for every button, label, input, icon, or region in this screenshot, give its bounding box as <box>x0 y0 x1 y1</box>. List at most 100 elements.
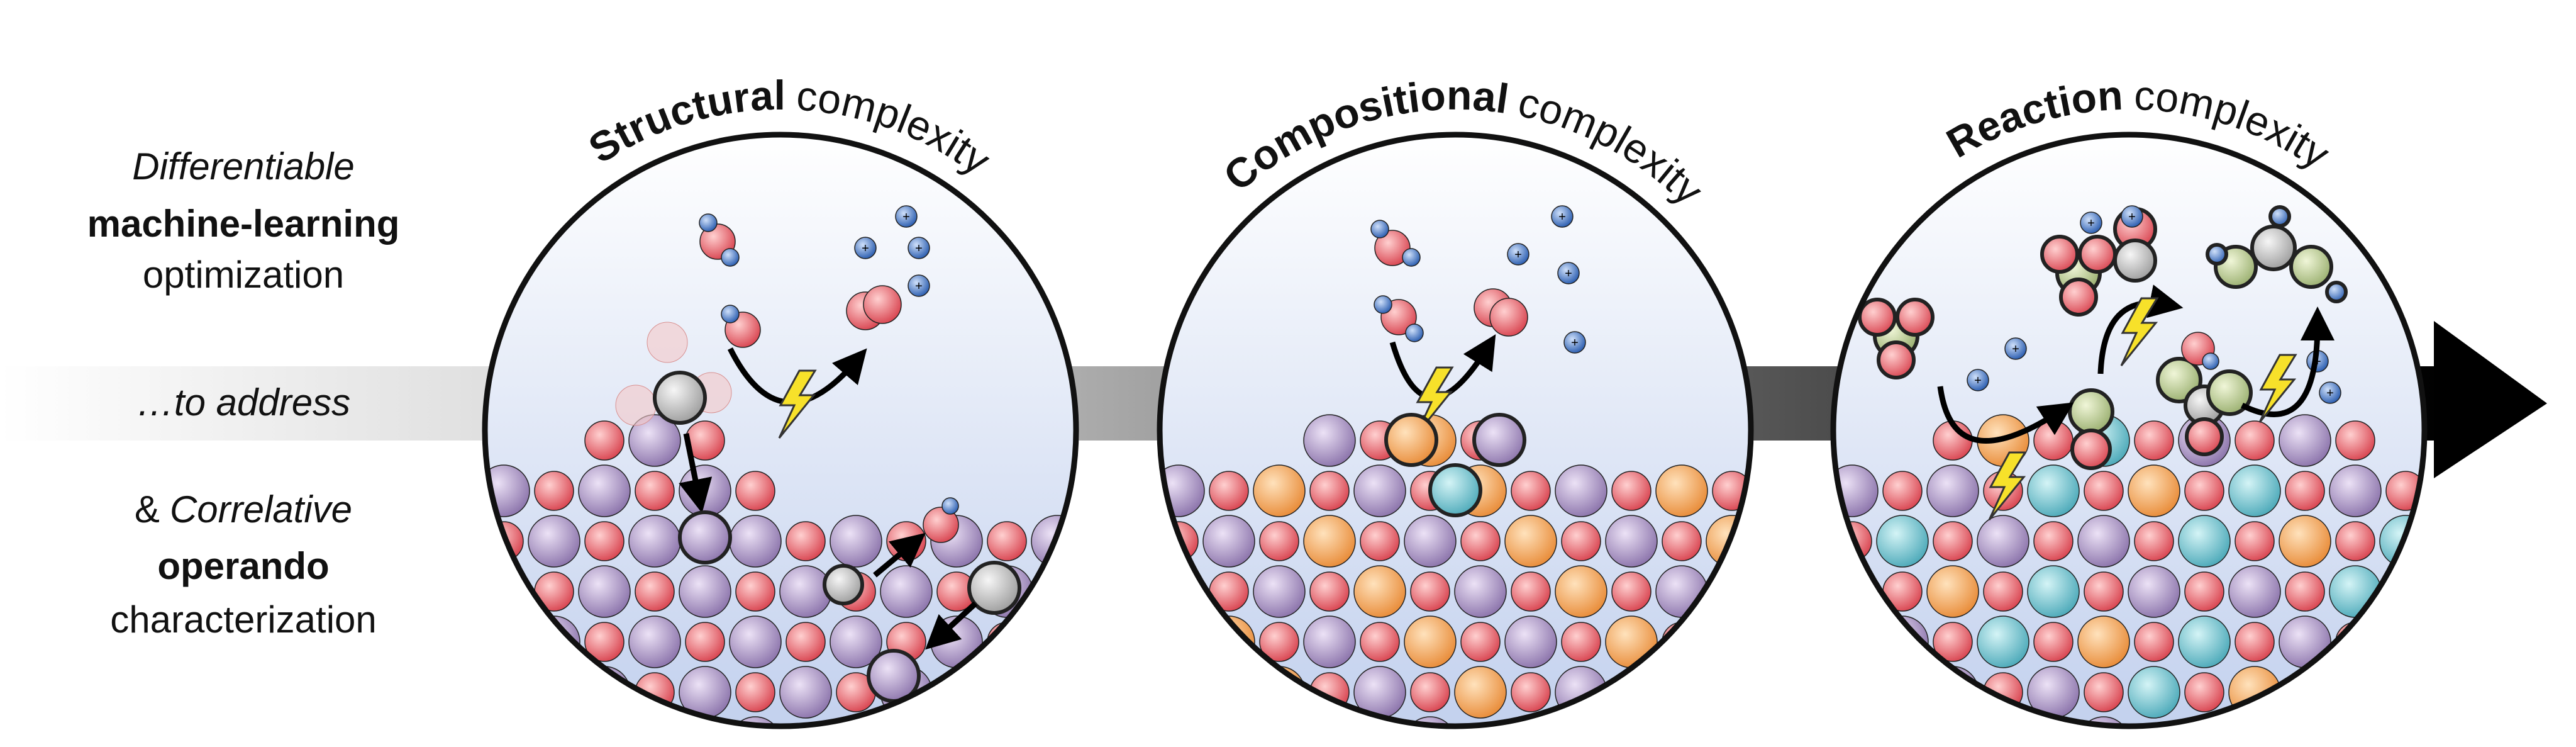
atom <box>2059 278 2098 317</box>
charge: + <box>862 242 869 256</box>
atom <box>428 616 479 668</box>
charge: + <box>915 242 923 256</box>
atom <box>2206 369 2253 416</box>
atom <box>2285 571 2325 612</box>
atom <box>967 561 1021 615</box>
atom <box>1031 716 1076 726</box>
atom <box>2436 723 2475 747</box>
atom <box>2084 571 2124 612</box>
atom <box>1896 298 1935 337</box>
text-line: machine-learning <box>87 203 400 245</box>
atom <box>1776 717 1828 747</box>
atom <box>1405 323 1424 342</box>
atom <box>1088 622 1127 661</box>
atom <box>1551 205 1574 228</box>
atom <box>653 371 707 425</box>
atom <box>1454 666 1507 719</box>
atom <box>1511 672 1551 712</box>
text-line: characterization <box>110 598 377 641</box>
atom <box>1933 521 1973 561</box>
atom <box>830 615 882 668</box>
atom <box>2185 417 2224 456</box>
panel-outline <box>482 132 1079 729</box>
atom <box>980 666 1033 719</box>
atom <box>1209 672 1249 712</box>
atom <box>1360 521 1400 561</box>
atom <box>2235 622 2275 662</box>
panels: ++ ++Structural complexity++++Compositiona… <box>428 72 2475 747</box>
atom <box>2134 521 2174 561</box>
atom <box>1037 672 1076 712</box>
atom <box>1706 716 1751 726</box>
atom <box>1360 622 1400 662</box>
atom <box>1402 248 1421 267</box>
atom <box>1876 515 1929 568</box>
atom <box>628 615 681 668</box>
atom <box>1507 243 1530 266</box>
atom <box>2184 672 2224 712</box>
atom <box>2202 352 2219 370</box>
ghost-atom <box>615 385 657 426</box>
atom <box>1109 673 1148 712</box>
atom <box>1858 298 1897 337</box>
atom <box>941 497 959 515</box>
atom <box>1882 471 1923 511</box>
atom <box>2335 722 2375 726</box>
atom <box>2128 464 2180 517</box>
atom <box>1259 622 1299 662</box>
atom <box>1037 571 1076 612</box>
atom <box>2379 615 2424 668</box>
atom <box>2235 420 2275 461</box>
atom <box>534 672 574 712</box>
atom <box>1303 414 1356 467</box>
atom <box>2279 515 2331 568</box>
atom <box>1655 666 1708 719</box>
text-line: & Correlative <box>135 488 352 531</box>
atom <box>1933 622 1973 662</box>
atom <box>1977 716 2029 726</box>
atom <box>987 622 1027 662</box>
atom <box>1561 622 1601 662</box>
atom <box>880 565 933 618</box>
atom <box>428 717 479 747</box>
atom <box>1353 565 1406 618</box>
atom <box>2279 615 2331 668</box>
atom <box>1454 565 1507 618</box>
atom <box>1882 672 1923 712</box>
atom <box>485 722 524 726</box>
atom <box>2004 337 2027 360</box>
atom <box>1611 471 1652 511</box>
charge: + <box>1514 248 1522 262</box>
atom <box>1460 521 1501 561</box>
atom <box>1404 515 1457 568</box>
atom <box>1309 471 1350 511</box>
atom <box>1160 722 1199 726</box>
charge: + <box>915 279 923 293</box>
atom <box>2080 211 2102 234</box>
atom <box>428 515 479 567</box>
atom <box>2077 615 2130 668</box>
arrow <box>925 601 978 650</box>
lightning <box>2120 297 2159 366</box>
atom <box>584 521 625 561</box>
atom <box>1782 673 1821 712</box>
atom <box>930 716 983 726</box>
atom <box>2235 722 2275 726</box>
atom <box>1712 672 1751 712</box>
atom <box>2027 565 2080 618</box>
atom <box>584 420 625 461</box>
atom <box>2121 205 2143 228</box>
atom <box>2436 622 2475 661</box>
text-line: operando <box>157 545 329 587</box>
atom <box>2379 716 2424 726</box>
atom <box>1655 565 1708 618</box>
atom <box>584 622 625 662</box>
atom <box>485 622 524 662</box>
atom <box>679 565 731 618</box>
atom <box>2134 622 2174 662</box>
atom <box>735 571 775 612</box>
arrow <box>1937 386 2074 444</box>
atom <box>1202 716 1255 726</box>
atom <box>1088 723 1127 747</box>
atom <box>1102 616 1154 668</box>
